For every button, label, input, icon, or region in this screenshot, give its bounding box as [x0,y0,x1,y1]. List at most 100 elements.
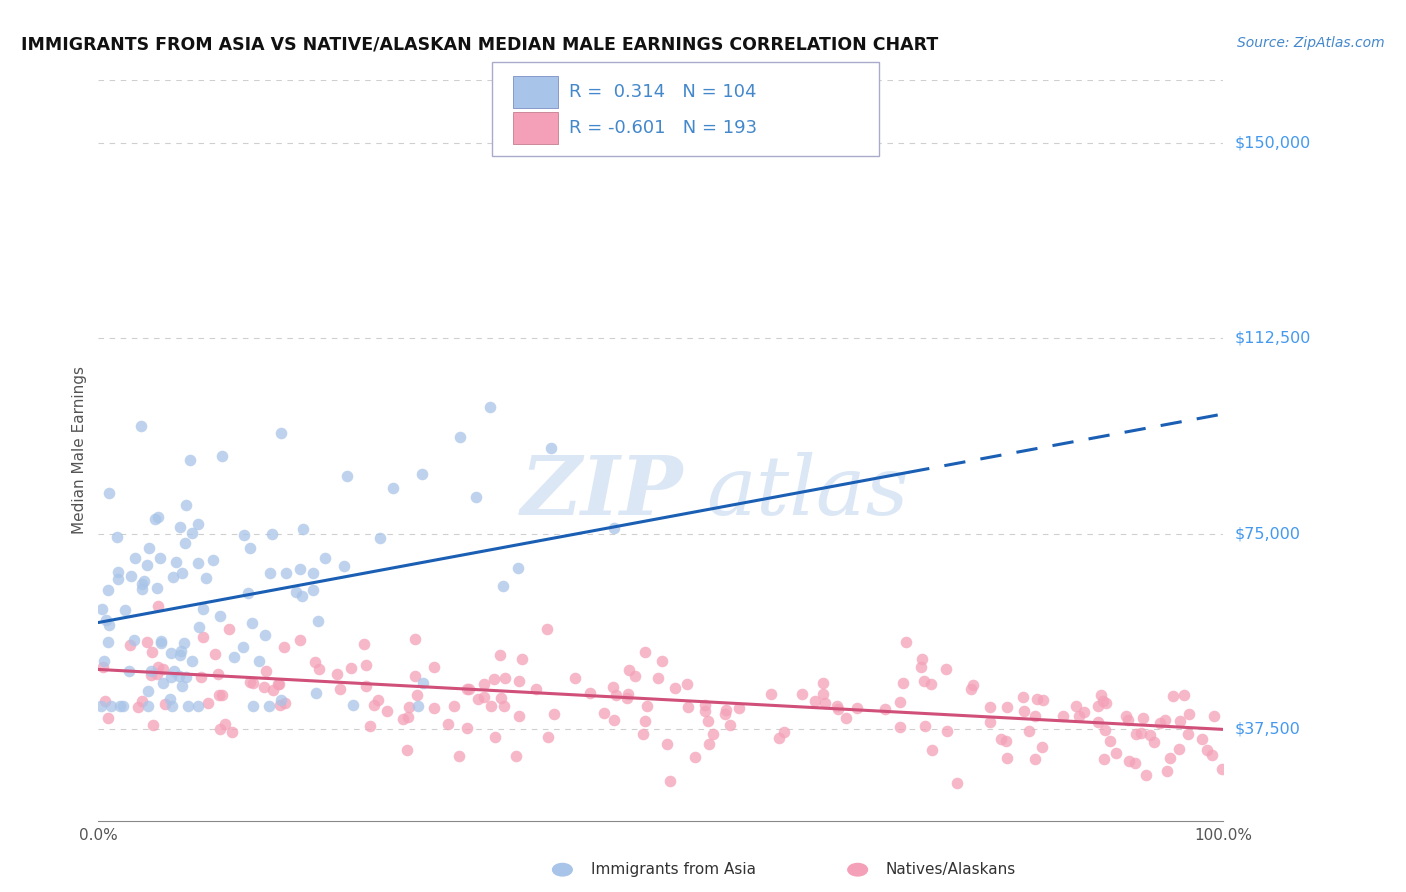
Point [108,698,131,713]
Point [257,698,280,713]
Point [181,525,204,540]
Point [1064,698,1087,713]
Point [1161,690,1184,704]
Point [232,640,254,655]
Point [179,453,201,467]
Point [170,679,193,693]
Point [1012,705,1035,719]
Point [291,589,314,603]
Point [97,582,120,597]
Point [136,683,159,698]
Point [254,627,277,641]
Point [990,731,1012,746]
Point [159,646,181,660]
Point [142,717,165,731]
Point [97,710,120,724]
Point [814,696,837,710]
Point [676,699,699,714]
Point [1143,735,1166,749]
Point [224,649,246,664]
Point [211,449,233,463]
Point [90,698,112,713]
Point [1195,743,1218,757]
Point [163,664,186,678]
Point [260,527,283,541]
Point [333,559,356,574]
Point [97,635,120,649]
Point [488,648,510,662]
Point [792,687,814,701]
Point [288,632,311,647]
Point [211,688,233,702]
Point [995,733,1018,747]
Y-axis label: Median Male Earnings: Median Male Earnings [72,367,87,534]
Point [845,700,868,714]
Point [146,660,169,674]
Point [811,687,834,701]
Point [146,509,169,524]
Point [891,676,914,690]
Point [329,681,352,696]
Point [1201,747,1223,762]
Point [1094,697,1116,711]
Point [1024,752,1046,766]
Point [141,645,163,659]
Point [1087,699,1109,714]
Point [236,586,259,600]
Point [270,693,292,707]
Text: $37,500: $37,500 [1234,722,1301,737]
Point [995,699,1018,714]
Point [472,690,495,705]
Point [111,698,134,713]
Point [482,672,505,686]
Point [204,647,226,661]
Point [162,698,184,713]
Point [543,706,565,721]
Point [120,638,142,652]
Point [1105,746,1128,760]
Point [959,681,981,696]
Text: Natives/Alaskans: Natives/Alaskans [886,863,1017,877]
Point [921,742,943,756]
Text: Immigrants from Asia: Immigrants from Asia [591,863,755,877]
Point [135,558,157,572]
Point [505,749,527,764]
Point [889,694,911,708]
Point [155,697,177,711]
Point [1149,715,1171,730]
Point [1018,724,1040,739]
Point [1069,708,1091,723]
Point [693,704,716,718]
Point [422,660,444,674]
Point [187,517,209,532]
Point [1130,725,1153,739]
Point [804,694,827,708]
Point [93,654,115,668]
Point [143,512,166,526]
Point [146,667,169,681]
Point [194,571,217,585]
Point [122,632,145,647]
Point [655,737,678,751]
Point [728,701,751,715]
Point [1031,739,1053,754]
Point [979,699,1001,714]
Point [768,731,790,745]
Point [174,670,197,684]
Point [494,672,516,686]
Point [456,721,478,735]
Point [1139,728,1161,742]
Point [375,704,398,718]
Point [159,670,181,684]
Point [1123,756,1146,771]
Point [174,498,197,512]
Point [259,566,281,581]
Point [105,530,128,544]
Point [995,751,1018,765]
Point [274,696,297,710]
Point [602,521,624,535]
Point [359,718,381,732]
Point [187,556,209,570]
Point [191,602,214,616]
Point [247,654,270,668]
